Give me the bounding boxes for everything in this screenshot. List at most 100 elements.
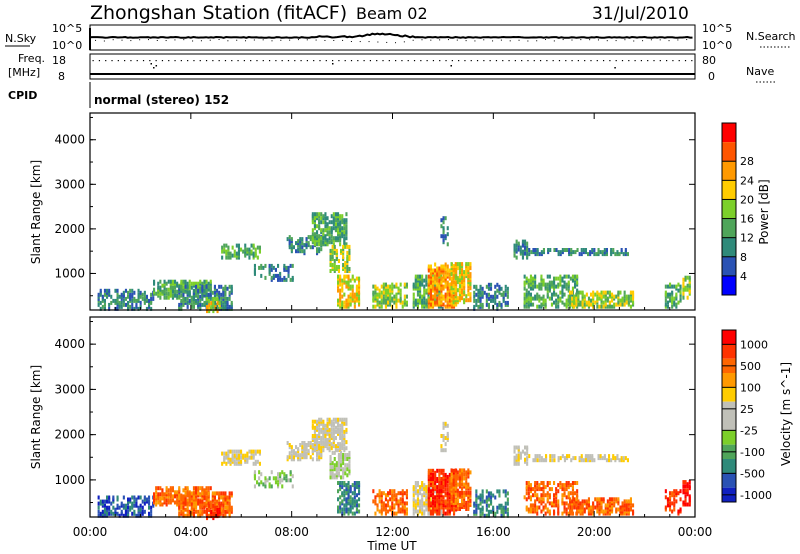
heatmap-cell [354, 499, 356, 503]
heatmap-cell [457, 296, 459, 300]
heatmap-cell [623, 252, 625, 256]
nsearch-dot [660, 39, 661, 40]
heatmap-cell [671, 285, 673, 289]
heatmap-cell [343, 497, 345, 501]
heatmap-cell [547, 481, 549, 485]
heatmap-cell [345, 275, 347, 279]
heatmap-cell [557, 510, 559, 514]
heatmap-cell [400, 501, 402, 505]
heatmap-cell [374, 512, 376, 516]
heatmap-cell [337, 236, 339, 240]
heatmap-cell [591, 454, 593, 458]
heatmap-cell [687, 296, 689, 300]
heatmap-cell [303, 243, 305, 247]
heatmap-cell [346, 453, 348, 457]
heatmap-cell [342, 461, 344, 465]
heatmap-cell [144, 291, 146, 295]
heatmap-cell [447, 301, 449, 305]
heatmap-cell [589, 250, 591, 254]
heatmap-cell [389, 506, 391, 510]
heatmap-cell [423, 510, 425, 514]
heatmap-cell [389, 303, 391, 307]
heatmap-cell [606, 458, 608, 462]
heatmap-cell [537, 458, 539, 462]
heatmap-cell [438, 285, 440, 289]
heatmap-cell [673, 285, 675, 289]
heatmap-cell [570, 491, 572, 495]
heatmap-cell [577, 499, 579, 503]
heatmap-cell [488, 297, 490, 301]
heatmap-cell [377, 287, 379, 291]
heatmap-cell [428, 493, 430, 497]
heatmap-cell [549, 458, 551, 462]
heatmap-cell [566, 283, 568, 287]
heatmap-cell [131, 303, 133, 307]
heatmap-cell [135, 303, 137, 307]
heatmap-cell [220, 297, 222, 301]
heatmap-cell [398, 299, 400, 303]
heatmap-cell [339, 242, 341, 246]
heatmap-cell [581, 454, 583, 458]
heatmap-cell [434, 503, 436, 507]
power-colorbar-tick-label: 24 [740, 174, 754, 187]
heatmap-cell [335, 212, 337, 216]
heatmap-cell [438, 477, 440, 481]
heatmap-cell [473, 510, 475, 514]
heatmap-cell [253, 450, 255, 454]
heatmap-cell [185, 508, 187, 512]
heatmap-cell [622, 303, 624, 307]
heatmap-cell [221, 452, 223, 456]
heatmap-cell [121, 293, 123, 297]
velocity-colorbar-tick-label: 500 [740, 360, 761, 373]
heatmap-cell [320, 236, 322, 240]
heatmap-cell [518, 462, 520, 466]
heatmap-cell [682, 488, 684, 492]
nave-dot [156, 60, 157, 61]
heatmap-cell [318, 451, 320, 455]
heatmap-cell [391, 283, 393, 287]
heatmap-cell [341, 442, 343, 446]
heatmap-cell [187, 285, 189, 289]
heatmap-cell [389, 489, 391, 493]
xtick-label: 16:00 [476, 525, 511, 539]
heatmap-cell [526, 289, 528, 293]
heatmap-cell [622, 501, 624, 505]
heatmap-cell [138, 506, 140, 510]
heatmap-cell [612, 454, 614, 458]
heatmap-cell [494, 512, 496, 516]
heatmap-cell [545, 485, 547, 489]
heatmap-cell [374, 291, 376, 295]
heatmap-cell [342, 475, 344, 479]
heatmap-cell [488, 491, 490, 495]
nave-dot [540, 60, 541, 61]
heatmap-cell [667, 293, 669, 297]
heatmap-cell [131, 512, 133, 516]
heatmap-cell [534, 275, 536, 279]
nave-dot [389, 60, 390, 61]
heatmap-cell [609, 291, 611, 295]
heatmap-cell [236, 252, 238, 256]
heatmap-cell [572, 456, 574, 460]
heatmap-cell [117, 293, 119, 297]
heatmap-cell [417, 481, 419, 485]
heatmap-cell [421, 508, 423, 512]
heatmap-cell [350, 299, 352, 303]
heatmap-cell [601, 510, 603, 514]
nave-dot [616, 60, 617, 61]
heatmap-cell [434, 269, 436, 273]
heatmap-cell [436, 477, 438, 481]
heatmap-cell [669, 293, 671, 297]
heatmap-cell [415, 299, 417, 303]
heatmap-cell [572, 287, 574, 291]
heatmap-cell [598, 248, 600, 252]
nsearch-dot [201, 40, 202, 41]
heatmap-cell [339, 275, 341, 279]
heatmap-cell [573, 501, 575, 505]
heatmap-cell [303, 249, 305, 253]
heatmap-cell [381, 299, 383, 303]
heatmap-cell [258, 266, 260, 270]
nave-label: Nave [746, 65, 774, 78]
heatmap-cell [498, 285, 500, 289]
heatmap-cell [459, 284, 461, 288]
heatmap-cell [528, 301, 530, 305]
